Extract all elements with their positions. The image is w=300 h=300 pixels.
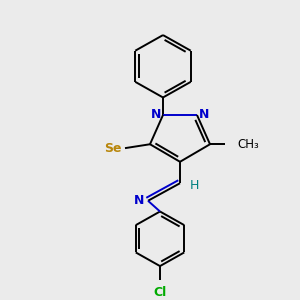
Text: Se: Se	[104, 142, 122, 154]
Text: N: N	[134, 194, 144, 207]
Text: N: N	[151, 107, 161, 121]
Text: H: H	[190, 179, 200, 192]
Text: CH₃: CH₃	[237, 138, 259, 151]
Text: N: N	[199, 107, 209, 121]
Text: Cl: Cl	[153, 286, 167, 298]
